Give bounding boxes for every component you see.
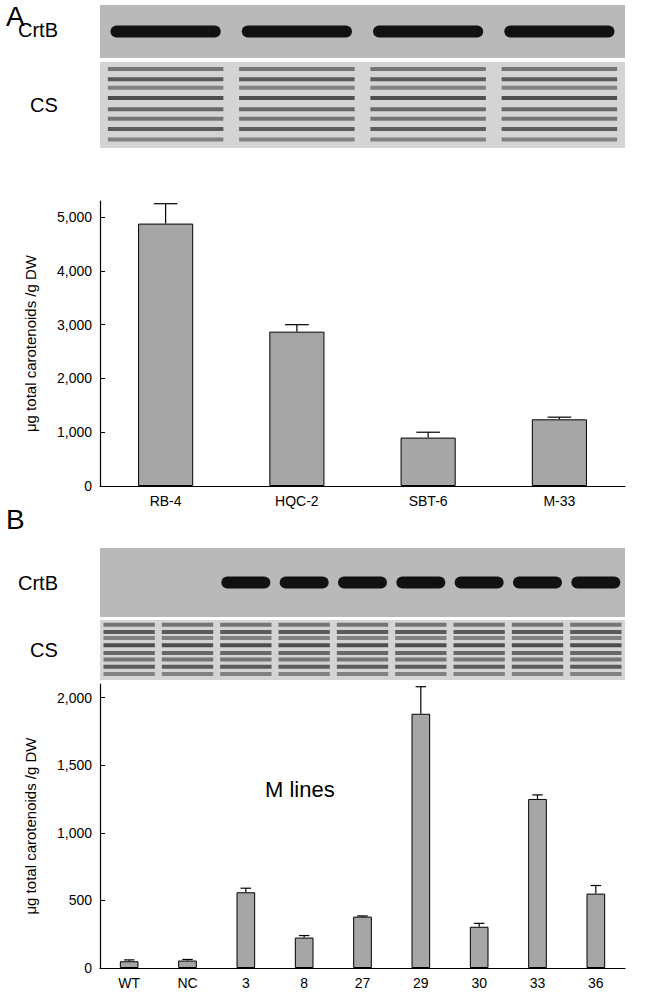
svg-text:33: 33: [530, 975, 546, 991]
svg-text:1,000: 1,000: [57, 424, 92, 440]
svg-text:27: 27: [355, 975, 371, 991]
svg-text:RB-4: RB-4: [150, 493, 182, 509]
svg-text:μg total carotenoids /g DW: μg total carotenoids /g DW: [22, 737, 39, 915]
svg-text:2,000: 2,000: [57, 370, 92, 386]
svg-text:30: 30: [471, 975, 487, 991]
svg-text:CrtB: CrtB: [18, 572, 58, 594]
svg-text:36: 36: [588, 975, 604, 991]
svg-text:5,000: 5,000: [57, 209, 92, 225]
svg-text:0: 0: [84, 960, 92, 976]
svg-text:SBT-6: SBT-6: [409, 493, 448, 509]
svg-text:M lines: M lines: [265, 777, 335, 802]
svg-text:HQC-2: HQC-2: [275, 493, 319, 509]
svg-text:1,500: 1,500: [57, 757, 92, 773]
svg-text:1,000: 1,000: [57, 825, 92, 841]
svg-text:WT: WT: [118, 975, 140, 991]
svg-text:4,000: 4,000: [57, 263, 92, 279]
svg-text:8: 8: [300, 975, 308, 991]
svg-text:M-33: M-33: [543, 493, 575, 509]
svg-text:2,000: 2,000: [57, 690, 92, 706]
svg-text:500: 500: [69, 892, 93, 908]
svg-text:29: 29: [413, 975, 429, 991]
svg-text:3: 3: [242, 975, 250, 991]
svg-text:CS: CS: [30, 639, 58, 661]
svg-text:μg total carotenoids /g DW: μg total carotenoids /g DW: [22, 254, 39, 432]
svg-text:NC: NC: [177, 975, 197, 991]
svg-text:CS: CS: [30, 94, 58, 116]
svg-text:A: A: [6, 0, 25, 32]
svg-text:3,000: 3,000: [57, 317, 92, 333]
svg-text:0: 0: [84, 478, 92, 494]
svg-text:CrtB: CrtB: [18, 19, 58, 41]
svg-text:B: B: [6, 504, 25, 535]
